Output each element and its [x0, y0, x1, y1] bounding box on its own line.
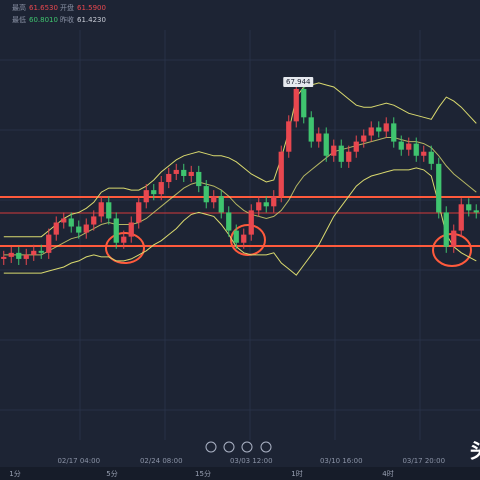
annotation-circles [105, 224, 472, 267]
timeframe-button[interactable]: 5分 [106, 469, 117, 478]
candle-body [203, 186, 209, 203]
candle-body [473, 210, 479, 213]
candle-body [331, 145, 337, 156]
candle-body [263, 202, 269, 207]
timeframe-button[interactable]: 4时 [382, 469, 393, 478]
readout-label: 昨收 [60, 15, 74, 24]
candle-body [241, 234, 247, 243]
candle-body [376, 127, 382, 132]
timeframe-button[interactable]: 1时 [291, 469, 302, 478]
candle-body [196, 171, 202, 187]
candle-body [98, 202, 104, 217]
candle-body [316, 133, 322, 142]
candle-body [211, 196, 217, 203]
bollinger-upper [3, 82, 477, 238]
candle-body [83, 224, 89, 233]
candle-body [421, 151, 427, 156]
readout-label: 最低 [12, 15, 26, 24]
candle-body [151, 190, 157, 195]
readout-value: 61.6530 [29, 4, 58, 12]
readout-value: 61.5900 [77, 4, 106, 12]
candle-body [293, 89, 299, 122]
candle-body [1, 256, 7, 259]
candle-body [338, 145, 344, 162]
candle-body [181, 169, 187, 176]
candle-body [53, 222, 59, 235]
candle-body [308, 117, 314, 142]
background-grid [0, 30, 480, 440]
candle-body [278, 151, 284, 197]
x-tick-label: 03/10 16:00 [320, 457, 363, 465]
candle-body [8, 252, 14, 257]
candle-body [128, 222, 134, 237]
readout-label: 开盘 [60, 3, 74, 12]
candle-body [68, 218, 74, 227]
candle-body [218, 196, 224, 213]
candle-body [188, 171, 194, 176]
candle-body [458, 204, 464, 231]
playback-controls[interactable] [205, 441, 272, 453]
candle-body [61, 218, 67, 223]
candle-body [391, 123, 397, 142]
x-tick-label: 02/17 04:00 [57, 457, 100, 465]
peak-label: 67.944 [286, 78, 311, 86]
candle-body [106, 202, 112, 219]
candle-body [428, 151, 434, 164]
bollinger-middle [3, 137, 477, 256]
timeframe-button[interactable]: 1分 [9, 469, 20, 478]
candle-body [91, 216, 97, 225]
candle-body [173, 169, 179, 174]
candle-body [286, 121, 292, 152]
candle-body [323, 133, 329, 156]
x-tick-label: 02/24 08:00 [140, 457, 183, 465]
candle-body [361, 135, 367, 142]
candle-body [383, 123, 389, 132]
candle-body [466, 204, 472, 211]
candle-body [121, 236, 127, 243]
candle-body [256, 202, 262, 211]
candle-body [451, 230, 457, 247]
candle-body [271, 196, 277, 207]
candle-body [443, 212, 449, 247]
candle-body [226, 212, 232, 231]
toolbar-bg [0, 467, 480, 480]
candle-body [38, 250, 44, 253]
watermark: 头 [470, 439, 480, 463]
candle-body [413, 143, 419, 156]
x-tick-label: 03/17 20:00 [402, 457, 445, 465]
bollinger-lower [3, 167, 477, 276]
candle-body [143, 190, 149, 203]
timeframe-button[interactable]: 15分 [195, 469, 211, 478]
candle-body [76, 226, 82, 233]
candle-body [436, 163, 442, 213]
candle-body [158, 182, 164, 195]
candle-body [406, 143, 412, 150]
candle-body [248, 210, 254, 235]
candle-body [346, 151, 352, 162]
candle-body [368, 127, 374, 136]
readout-value: 60.8010 [29, 16, 58, 24]
peak-label-bg [283, 77, 314, 88]
candle-body [136, 202, 142, 223]
candle-body [46, 234, 52, 253]
readout-label: 最高 [12, 3, 26, 12]
candle-body [166, 173, 172, 183]
candle-body [31, 250, 37, 255]
readout-value: 61.4230 [77, 16, 106, 24]
x-tick-label: 03/03 12:00 [230, 457, 273, 465]
candle-body [353, 141, 359, 152]
candle-body [16, 252, 22, 259]
candle-body [233, 230, 239, 243]
candle-body [301, 89, 307, 118]
candle-body [398, 141, 404, 150]
candle-body [113, 218, 119, 243]
candle-body [23, 254, 29, 259]
